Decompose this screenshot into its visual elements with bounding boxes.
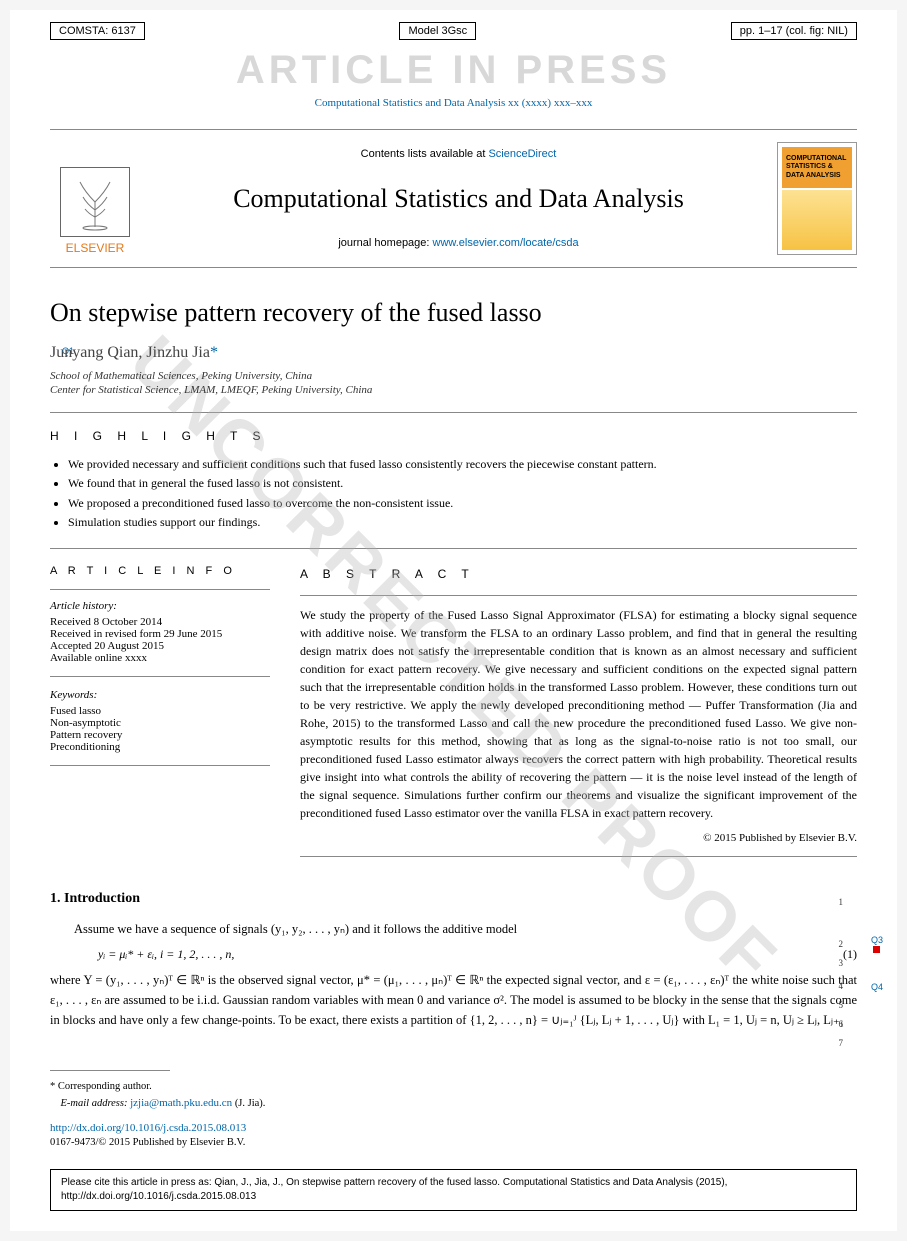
line-number: 2 [839, 937, 844, 956]
line-number: 7 [839, 1036, 844, 1055]
contents-prefix: Contents lists available at [361, 148, 489, 160]
history-item: Received 8 October 2014 [50, 616, 270, 628]
intro-paragraph-2: where Y = (y₁, . . . , yₙ)ᵀ ∈ ℝⁿ is the … [50, 970, 857, 1030]
equation-number: (1) [817, 947, 857, 962]
history-item: Received in revised form 29 June 2015 [50, 628, 270, 640]
corresponding-star[interactable]: * [210, 344, 218, 361]
elsevier-logo[interactable]: ELSEVIER [50, 142, 140, 255]
keyword: Fused lasso [50, 705, 270, 717]
line-number: 4 [839, 979, 844, 998]
author-list: Junyang Qian, Jinzhu Jia* [50, 344, 857, 362]
highlight-item: We provided necessary and sufficient con… [68, 455, 857, 474]
affiliation: Center for Statistical Science, LMAM, LM… [50, 384, 857, 396]
email-suffix: (J. Jia). [232, 1098, 265, 1109]
abstract-heading: A B S T R A C T [300, 565, 857, 583]
query-note-q3: Q3 [871, 935, 883, 945]
contents-line: Contents lists available at ScienceDirec… [156, 148, 761, 160]
homepage-link[interactable]: www.elsevier.com/locate/csda [433, 237, 579, 249]
marker-icon [873, 946, 880, 953]
section-heading-1: 1. Introduction [50, 891, 857, 907]
divider [50, 412, 857, 413]
info-abstract-row: A R T I C L E I N F O Article history: R… [50, 565, 857, 868]
citation-box: Please cite this article in press as: Qi… [50, 1169, 857, 1211]
issn-line: 0167-9473/© 2015 Published by Elsevier B… [50, 1135, 857, 1151]
highlight-item: We proposed a preconditioned fused lasso… [68, 494, 857, 513]
line-number: 3 [839, 956, 844, 975]
highlights-list: We provided necessary and sufficient con… [50, 455, 857, 532]
divider [50, 548, 857, 549]
page-container: COMSTA: 6137 Model 3Gsc pp. 1–17 (col. f… [10, 10, 897, 1231]
history-label: Article history: [50, 600, 270, 612]
highlight-item: Simulation studies support our findings. [68, 513, 857, 532]
affiliation: School of Mathematical Sciences, Peking … [50, 370, 857, 382]
equation-1: yᵢ = μᵢ* + εᵢ, i = 1, 2, . . . , n, [50, 947, 817, 962]
model-box: Model 3Gsc [399, 22, 476, 40]
keywords-label: Keywords: [50, 689, 270, 701]
intro-paragraph: Assume we have a sequence of signals (y₁… [50, 919, 857, 939]
journal-name: Computational Statistics and Data Analys… [156, 184, 761, 214]
email-footnote: E-mail address: jzjia@math.pku.edu.cn (J… [50, 1095, 857, 1112]
email-label: E-mail address: [61, 1098, 131, 1109]
divider [300, 595, 857, 596]
divider [300, 856, 857, 857]
article-title: On stepwise pattern recovery of the fuse… [50, 298, 857, 328]
journal-reference-link[interactable]: Computational Statistics and Data Analys… [50, 97, 857, 109]
thumb-title: COMPUTATIONAL STATISTICS & DATA ANALYSIS [782, 147, 852, 188]
thumb-body [782, 190, 852, 250]
doi-link[interactable]: http://dx.doi.org/10.1016/j.csda.2015.08… [50, 1122, 246, 1134]
header-center: Contents lists available at ScienceDirec… [156, 142, 761, 255]
highlight-item: We found that in general the fused lasso… [68, 474, 857, 493]
journal-header-block: ELSEVIER Contents lists available at Sci… [50, 129, 857, 268]
history-item: Accepted 20 August 2015 [50, 640, 270, 652]
homepage-prefix: journal homepage: [338, 237, 432, 249]
email-link[interactable]: jzjia@math.pku.edu.cn [130, 1097, 232, 1109]
highlights-heading: H I G H L I G H T S [50, 429, 857, 443]
corresponding-footnote: * Corresponding author. [50, 1079, 857, 1095]
copyright-line: © 2015 Published by Elsevier B.V. [300, 830, 857, 847]
query-note-q1: Q1 [62, 346, 74, 356]
article-info-heading: A R T I C L E I N F O [50, 565, 270, 577]
line-number: 6 [839, 1017, 844, 1036]
manuscript-id-box: COMSTA: 6137 [50, 22, 145, 40]
abstract-column: A B S T R A C T We study the property of… [300, 565, 857, 868]
journal-cover-thumb[interactable]: COMPUTATIONAL STATISTICS & DATA ANALYSIS [777, 142, 857, 255]
intro-p1: Assume we have a sequence of signals (y₁… [74, 922, 517, 936]
elsevier-label: ELSEVIER [66, 241, 125, 255]
article-info-column: A R T I C L E I N F O Article history: R… [50, 565, 270, 868]
query-note-q4: Q4 [871, 982, 883, 992]
elsevier-tree-icon [60, 167, 130, 237]
pages-box: pp. 1–17 (col. fig: NIL) [731, 22, 857, 40]
line-number: 5 [839, 998, 844, 1017]
history-item: Available online xxxx [50, 652, 270, 664]
keyword: Preconditioning [50, 741, 270, 753]
divider [50, 676, 270, 677]
line-number: 1 [839, 895, 844, 914]
footnote-divider [50, 1070, 170, 1071]
homepage-line: journal homepage: www.elsevier.com/locat… [156, 237, 761, 249]
top-meta-row: COMSTA: 6137 Model 3Gsc pp. 1–17 (col. f… [50, 22, 857, 40]
keyword: Non-asymptotic [50, 717, 270, 729]
divider [50, 589, 270, 590]
keyword: Pattern recovery [50, 729, 270, 741]
abstract-text: We study the property of the Fused Lasso… [300, 606, 857, 822]
divider [50, 765, 270, 766]
sciencedirect-link[interactable]: ScienceDirect [488, 148, 556, 160]
article-in-press-banner: ARTICLE IN PRESS [50, 48, 857, 93]
equation-row: yᵢ = μᵢ* + εᵢ, i = 1, 2, . . . , n, (1) [50, 947, 857, 962]
